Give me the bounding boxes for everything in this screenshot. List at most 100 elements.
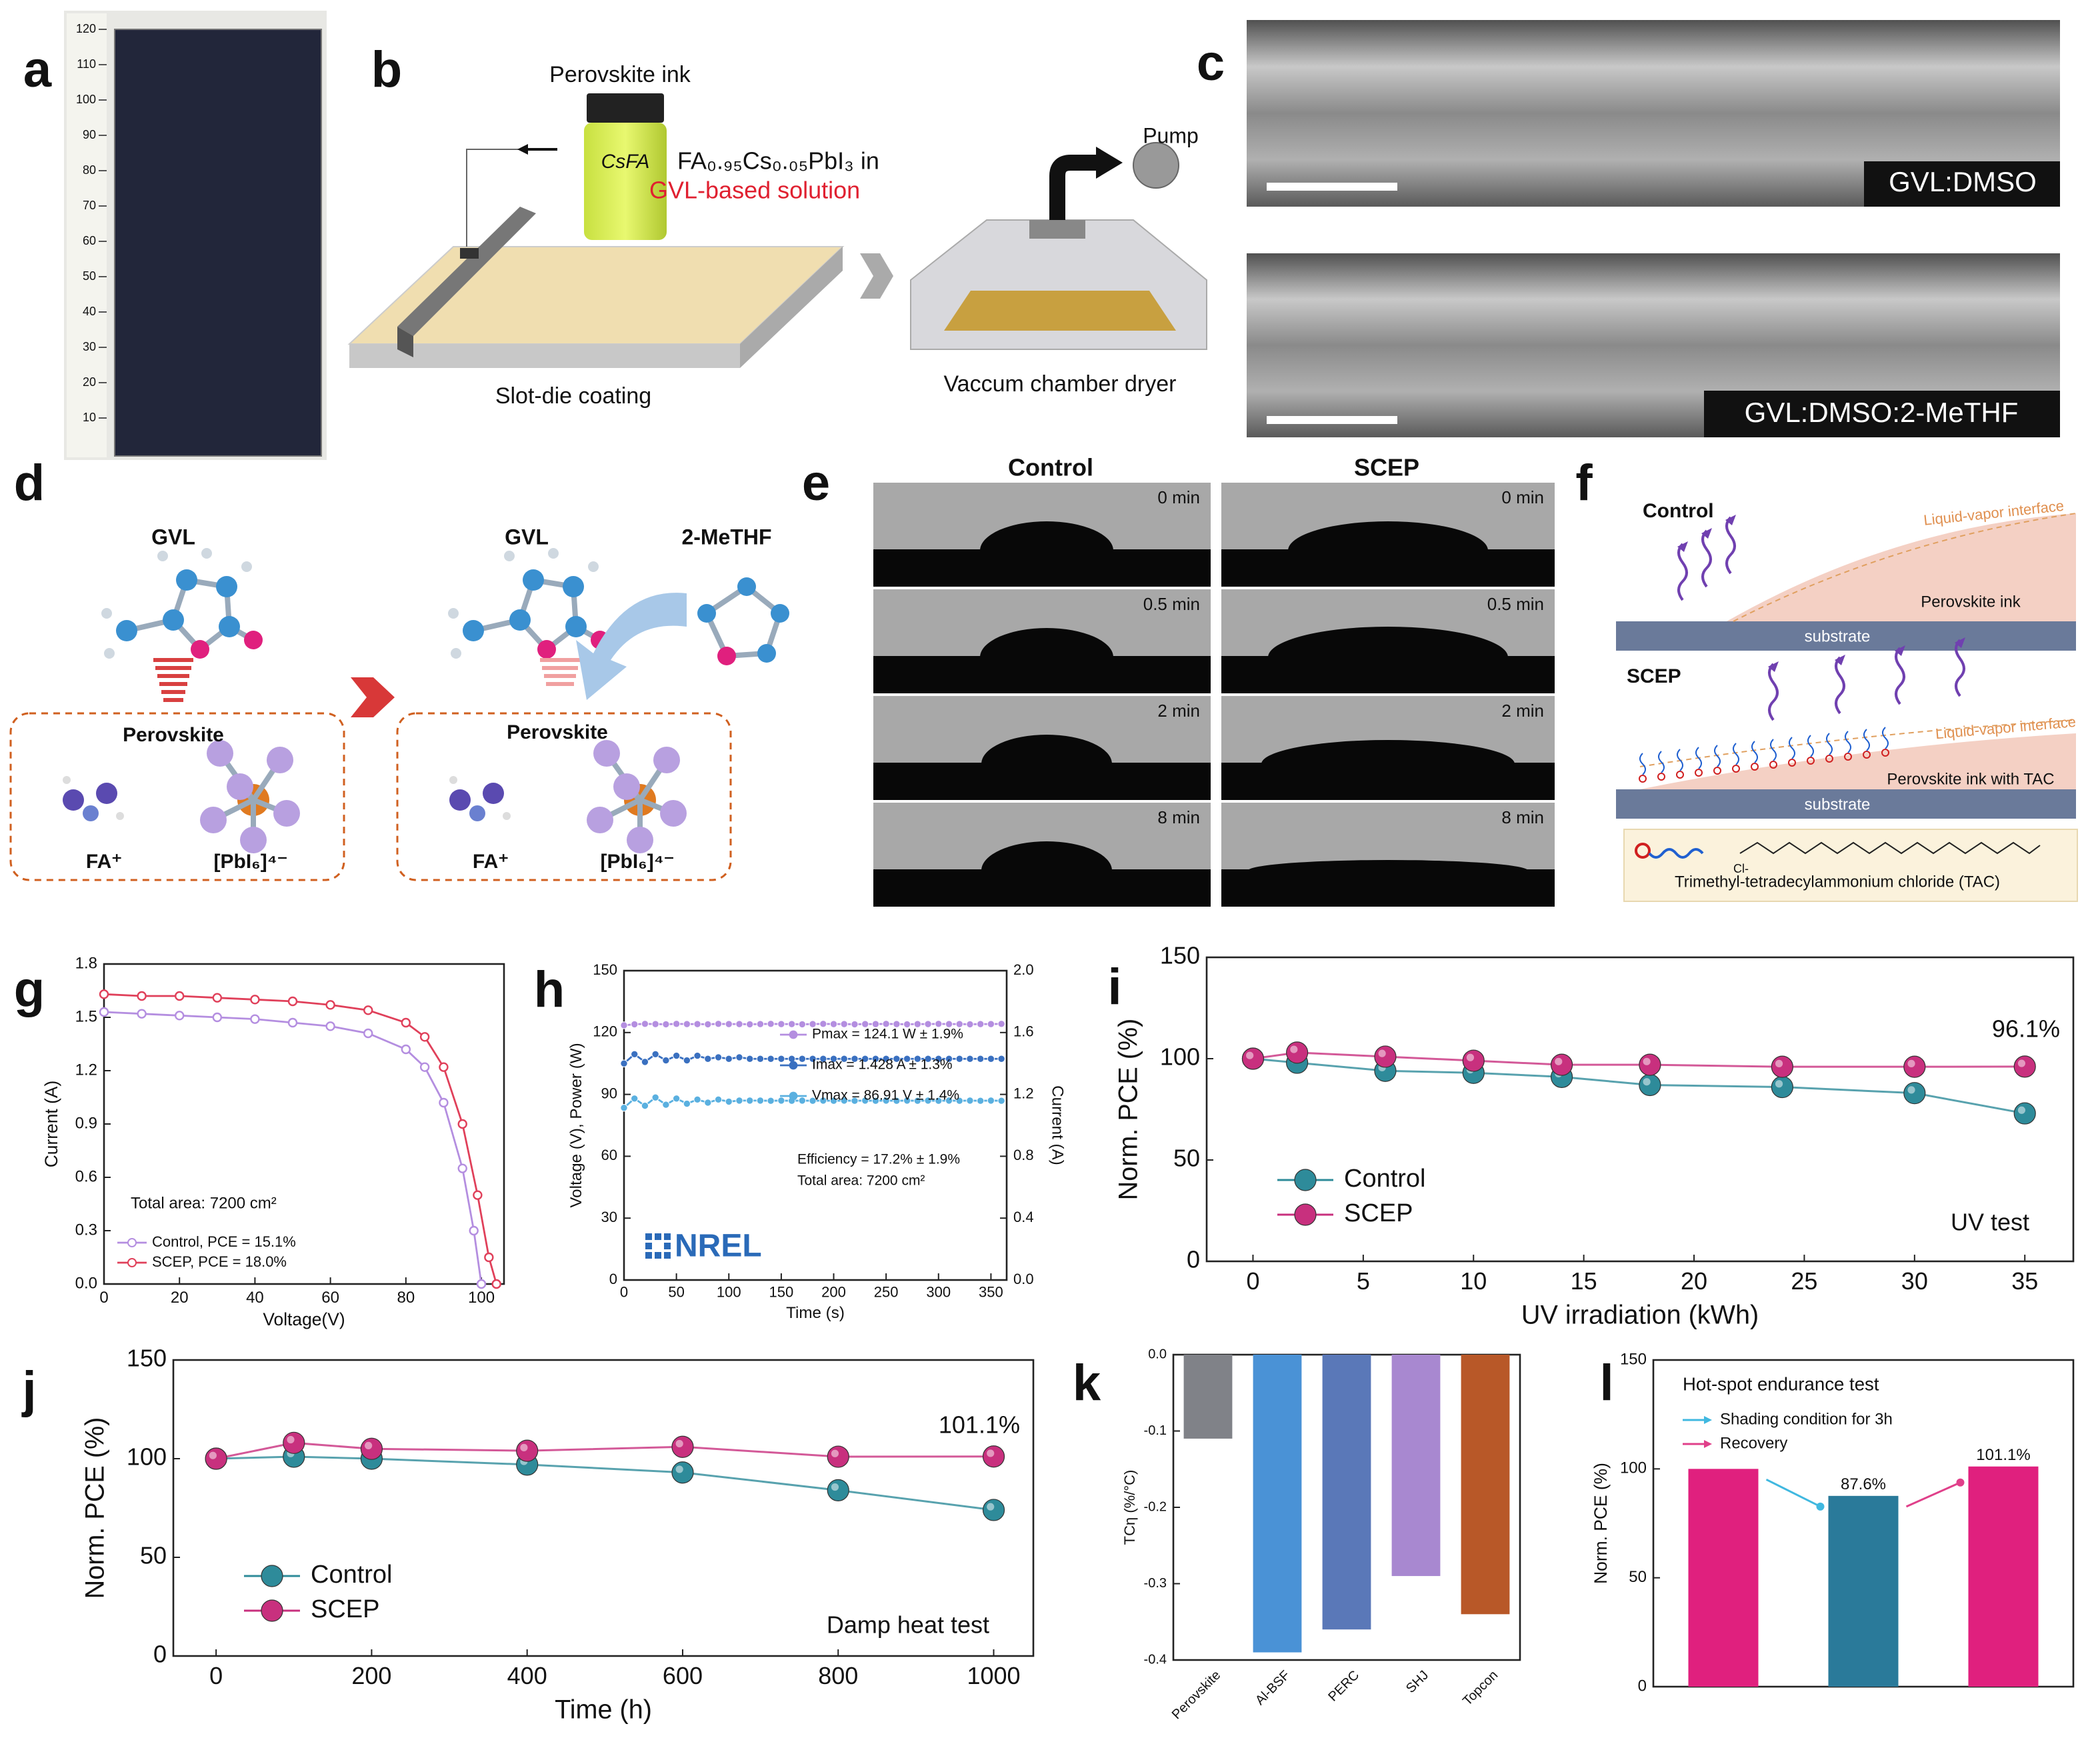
legend-label: Control — [1344, 1165, 1426, 1193]
y-tick-label: 50 — [1173, 1145, 1200, 1172]
atom — [588, 561, 599, 572]
marker — [401, 1017, 411, 1028]
droplet — [981, 841, 1112, 871]
y-tick-label: 120 — [593, 1023, 617, 1040]
plot-frame — [1205, 956, 2075, 1263]
atom — [509, 609, 531, 631]
label: FA⁺ — [86, 851, 122, 873]
x-tick-label: 60 — [321, 1289, 339, 1307]
tac-head — [1881, 749, 1889, 757]
atom — [201, 548, 212, 559]
marker — [662, 1101, 670, 1109]
marker — [714, 1095, 723, 1104]
atom — [241, 561, 252, 572]
ruler-label: 90 — [83, 128, 96, 141]
marker — [1771, 1055, 1793, 1078]
panel-label: e — [802, 455, 830, 511]
marker — [787, 1020, 796, 1028]
marker — [99, 989, 109, 999]
marker — [631, 1050, 639, 1058]
tac-tail — [1695, 747, 1702, 769]
legend-label: Recovery — [1720, 1434, 1787, 1452]
x-tick-label: 80 — [397, 1289, 415, 1307]
x-tick-label: 25 — [1791, 1267, 1817, 1295]
vapor — [1701, 529, 1712, 588]
x-tick-label: 200 — [351, 1662, 391, 1689]
marker-highlight — [675, 1439, 683, 1448]
droplet — [1268, 627, 1508, 657]
vapor — [1835, 656, 1845, 715]
pump — [1133, 142, 1179, 189]
marker — [725, 1020, 733, 1028]
ruler-label: 60 — [83, 234, 96, 247]
x-tick-label: PERC — [1325, 1668, 1362, 1705]
legend-marker — [1294, 1169, 1317, 1191]
marker — [620, 1104, 628, 1112]
x-tick-label: 0 — [620, 1284, 628, 1301]
label: FA⁺ — [473, 851, 509, 873]
atom — [503, 812, 511, 820]
atom — [757, 644, 776, 663]
y2-tick-label: 0.4 — [1013, 1209, 1034, 1225]
marker — [641, 1058, 649, 1066]
x-tick-label: 600 — [663, 1662, 703, 1689]
marker — [903, 1055, 911, 1063]
y-tick-label: 150 — [593, 961, 617, 978]
logo-mark — [645, 1252, 652, 1259]
marker — [457, 1163, 467, 1173]
tac-tail — [1863, 729, 1870, 751]
transition-arrow-head — [1956, 1478, 1965, 1487]
atom — [227, 773, 253, 800]
atom — [627, 827, 653, 853]
test-label: Damp heat test — [827, 1611, 989, 1639]
tac-tail — [1639, 753, 1646, 775]
marker — [827, 1445, 849, 1468]
logo-mark — [664, 1252, 671, 1259]
marker — [250, 1014, 260, 1024]
marker — [982, 1445, 1005, 1468]
charts: 0.00.30.60.91.21.51.80 20 40 60 80 100Voltage… — [41, 942, 2075, 1724]
stage — [873, 763, 1211, 800]
y-tick-label: 50 — [1629, 1568, 1647, 1586]
bar — [1253, 1355, 1302, 1653]
legend-label: Shading condition for 3h — [1720, 1410, 1893, 1428]
marker — [491, 1279, 501, 1289]
marker — [641, 1020, 649, 1028]
annotation: Total area: 7200 cm² — [131, 1194, 277, 1212]
marker — [829, 1020, 838, 1028]
label: GVL-based solution — [649, 177, 860, 204]
y-tick-label: 0 — [609, 1271, 617, 1287]
vapor — [1768, 663, 1779, 721]
panel-label: i — [1107, 959, 1121, 1015]
marker — [882, 1055, 890, 1063]
ruler-label: 80 — [83, 163, 96, 177]
annotation: Total area: 7200 cm² — [797, 1173, 925, 1189]
marker — [439, 1097, 449, 1108]
marker-highlight — [365, 1441, 373, 1449]
label: SCEP — [1627, 665, 1681, 687]
interface — [1639, 719, 2077, 767]
legend-box — [1623, 829, 2078, 902]
marker — [945, 1055, 953, 1063]
marker — [809, 1097, 817, 1105]
atom — [273, 800, 300, 827]
x-tick-label: 10 — [1460, 1267, 1487, 1295]
legend-label: Control, PCE = 15.1% — [152, 1233, 296, 1250]
marker — [672, 1020, 681, 1028]
step-arrow — [860, 253, 893, 299]
marker — [798, 1020, 807, 1029]
tac-tail — [1826, 733, 1833, 755]
vapor-head — [1955, 637, 1965, 648]
ruler-label: 20 — [83, 375, 96, 389]
marker — [746, 1020, 754, 1029]
marker — [893, 1097, 901, 1105]
bar — [1461, 1355, 1510, 1615]
marker — [419, 1032, 430, 1042]
vapor-head — [1895, 645, 1905, 656]
legend-marker — [261, 1565, 283, 1587]
tac-tail — [1807, 735, 1814, 757]
marker — [631, 1095, 639, 1103]
legend-marker — [127, 1258, 137, 1267]
atom — [63, 776, 71, 784]
atom — [83, 805, 99, 821]
